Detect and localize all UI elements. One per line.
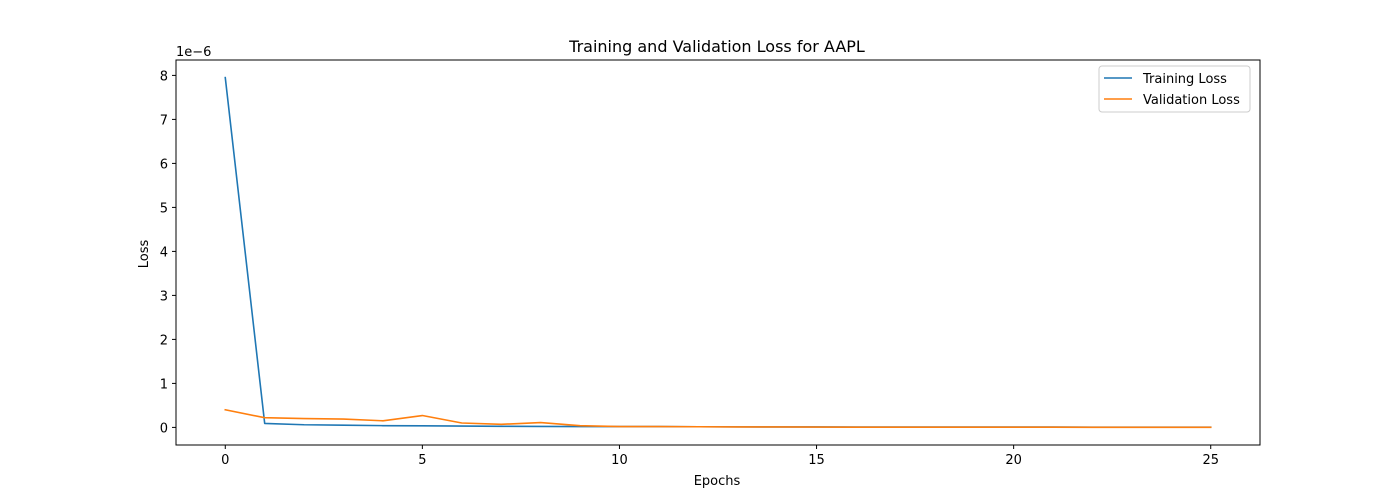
y-tick-label: 7	[160, 113, 168, 128]
x-tick-label: 20	[1005, 453, 1022, 468]
y-tick-label: 5	[160, 201, 168, 216]
y-axis-offset-label: 1e−6	[176, 45, 211, 60]
y-tick-label: 8	[160, 69, 168, 84]
plot-area	[175, 59, 1261, 446]
x-tick-label: 5	[418, 453, 426, 468]
x-tick-label: 0	[221, 453, 229, 468]
legend-box	[1098, 65, 1251, 113]
y-tick-label: 4	[160, 245, 168, 260]
axis-ticks: 0 5 10 15 20 25 0 1 2 3 4 5 6 7 8	[160, 69, 1219, 468]
plot-frame	[175, 59, 1261, 446]
y-tick-label: 6	[160, 157, 168, 172]
legend-item-label: Training Loss	[1142, 72, 1227, 87]
series-line-training-loss	[224, 76, 1212, 428]
x-tick-label: 25	[1202, 453, 1219, 468]
x-tick-label: 15	[808, 453, 825, 468]
x-tick-label: 10	[611, 453, 628, 468]
x-axis-label: Epochs	[694, 474, 741, 489]
y-axis-label: Loss	[137, 240, 152, 269]
chart-title: Training and Validation Loss for AAPL	[568, 37, 865, 56]
y-tick-label: 0	[160, 421, 168, 436]
y-tick-label: 1	[160, 377, 168, 392]
y-tick-label: 3	[160, 289, 168, 304]
series-line-validation-loss	[224, 408, 1212, 429]
y-tick-label: 2	[160, 333, 168, 348]
legend-item-label: Validation Loss	[1143, 93, 1240, 108]
legend: Training Loss Validation Loss	[1098, 65, 1251, 113]
